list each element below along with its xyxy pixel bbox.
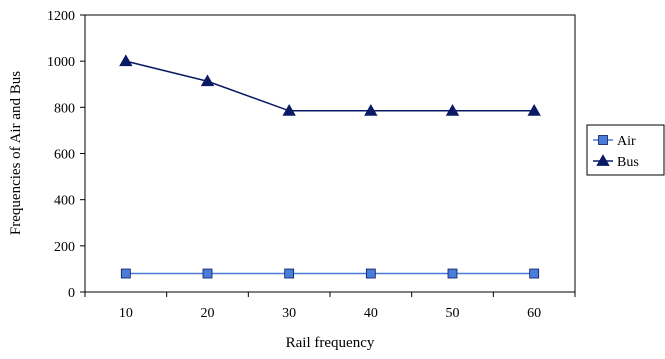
y-axis-title: Frequencies of Air and Bus bbox=[8, 71, 24, 235]
data-point-bus bbox=[364, 103, 378, 116]
plot-area-frame bbox=[84, 14, 576, 293]
data-point-bus bbox=[527, 103, 541, 116]
data-point-bus bbox=[200, 74, 215, 87]
legend-item-air: Air bbox=[593, 134, 636, 149]
data-point-bus bbox=[282, 103, 296, 116]
series-air bbox=[120, 268, 540, 279]
legend-marker-bus bbox=[596, 154, 610, 166]
legend-label-bus: Bus bbox=[617, 155, 639, 170]
legend-box bbox=[586, 124, 665, 176]
x-axis-title: Rail frequency bbox=[286, 335, 375, 351]
legend-label-air: Air bbox=[617, 134, 636, 149]
legend: Air Bus bbox=[586, 124, 665, 176]
series-bus bbox=[119, 54, 541, 116]
data-point-bus bbox=[119, 54, 133, 67]
x-tick-label: 40 bbox=[364, 306, 378, 321]
y-tick-label: 1200 bbox=[47, 9, 75, 24]
data-point-air bbox=[284, 268, 295, 279]
y-tick-label: 0 bbox=[68, 286, 75, 301]
tick-labels: 0 200 400 600 800 1000 1200 10 20 30 40 50 60 bbox=[47, 9, 541, 321]
legend-item-bus: Bus bbox=[593, 154, 639, 170]
data-point-bus bbox=[445, 103, 460, 116]
x-tick-label: 30 bbox=[282, 306, 296, 321]
data-point-air bbox=[202, 268, 213, 279]
series-line-bus bbox=[125, 60, 535, 112]
axes bbox=[80, 14, 576, 297]
x-tick-label: 50 bbox=[446, 306, 460, 321]
x-tick-label: 10 bbox=[119, 306, 133, 321]
legend-marker-air bbox=[598, 135, 608, 145]
series-lines bbox=[119, 54, 541, 279]
y-tick-label: 200 bbox=[54, 240, 75, 255]
y-tick-label: 400 bbox=[54, 194, 75, 209]
data-point-air bbox=[365, 268, 376, 279]
y-tick-label: 600 bbox=[54, 148, 75, 163]
data-point-air bbox=[529, 268, 540, 279]
data-point-air bbox=[447, 268, 458, 279]
y-tick-label: 1000 bbox=[47, 55, 75, 70]
x-tick-label: 20 bbox=[201, 306, 215, 321]
y-tick-label: 800 bbox=[54, 101, 75, 116]
x-tick-label: 60 bbox=[527, 306, 541, 321]
data-point-air bbox=[120, 268, 131, 279]
